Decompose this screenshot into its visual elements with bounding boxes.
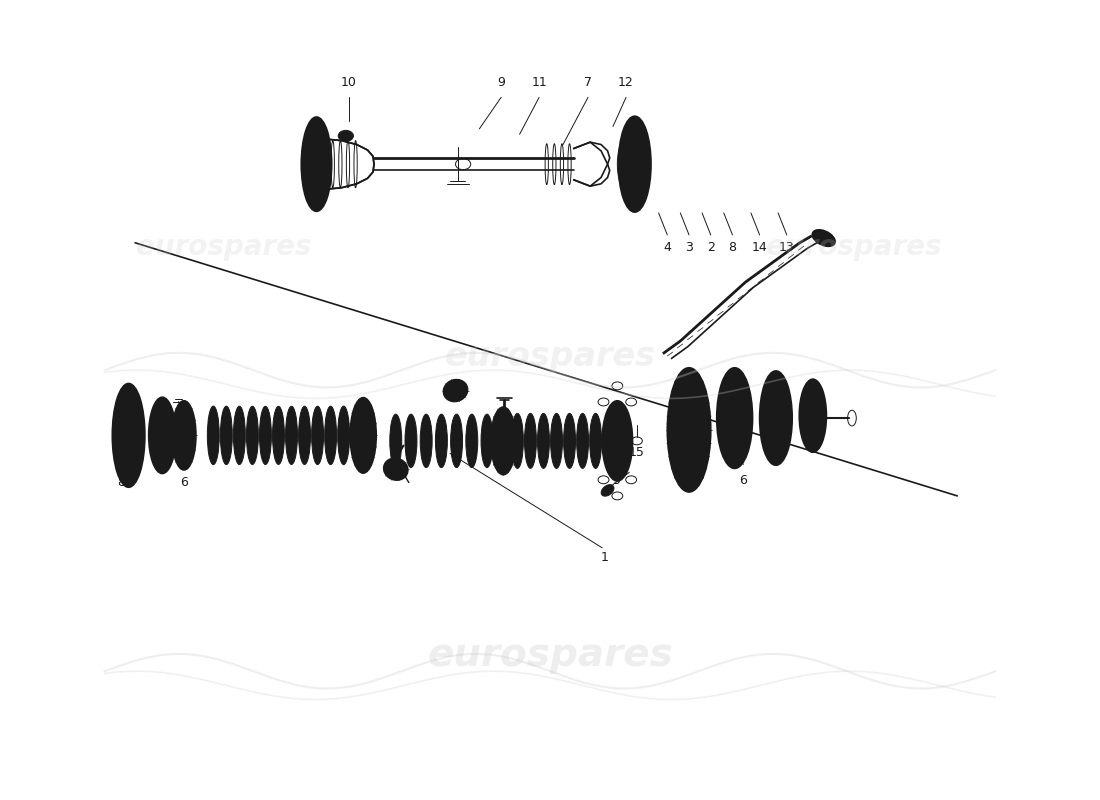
Text: 9: 9 xyxy=(497,77,505,90)
Ellipse shape xyxy=(451,414,463,468)
Ellipse shape xyxy=(436,414,448,468)
Text: 5: 5 xyxy=(614,474,622,487)
Text: 11: 11 xyxy=(531,77,547,90)
Text: 6: 6 xyxy=(180,476,188,490)
Ellipse shape xyxy=(538,414,550,468)
Ellipse shape xyxy=(491,407,516,474)
Ellipse shape xyxy=(590,414,602,468)
Ellipse shape xyxy=(233,406,245,465)
Text: 1: 1 xyxy=(601,551,608,564)
Ellipse shape xyxy=(324,406,337,465)
Text: 8: 8 xyxy=(117,476,125,490)
Ellipse shape xyxy=(172,401,196,470)
Ellipse shape xyxy=(550,414,562,468)
Ellipse shape xyxy=(207,406,219,465)
Text: 4: 4 xyxy=(663,242,671,254)
Ellipse shape xyxy=(298,406,310,465)
Circle shape xyxy=(338,130,353,142)
Ellipse shape xyxy=(286,406,297,465)
Ellipse shape xyxy=(112,383,145,487)
Text: 3: 3 xyxy=(685,242,693,254)
Text: eurospares: eurospares xyxy=(427,637,673,674)
Ellipse shape xyxy=(148,398,176,474)
Ellipse shape xyxy=(717,368,752,468)
Ellipse shape xyxy=(602,401,632,481)
Ellipse shape xyxy=(338,406,350,465)
Ellipse shape xyxy=(465,414,477,468)
Text: 14: 14 xyxy=(751,242,768,254)
Ellipse shape xyxy=(220,406,232,465)
Ellipse shape xyxy=(668,368,711,492)
Ellipse shape xyxy=(260,406,272,465)
Ellipse shape xyxy=(420,414,432,468)
Text: 7: 7 xyxy=(584,77,592,90)
Ellipse shape xyxy=(405,414,417,468)
Text: 12: 12 xyxy=(618,77,634,90)
Text: eurospares: eurospares xyxy=(444,340,656,374)
Ellipse shape xyxy=(525,414,537,468)
Ellipse shape xyxy=(563,414,575,468)
Text: 8: 8 xyxy=(728,242,737,254)
Ellipse shape xyxy=(812,230,835,246)
Ellipse shape xyxy=(443,380,468,402)
Ellipse shape xyxy=(301,117,332,211)
Text: 6: 6 xyxy=(739,474,747,487)
Ellipse shape xyxy=(481,414,493,468)
Text: eurospares: eurospares xyxy=(767,233,942,261)
Text: 13: 13 xyxy=(779,242,794,254)
Ellipse shape xyxy=(311,406,323,465)
Text: 15: 15 xyxy=(629,446,645,459)
Ellipse shape xyxy=(350,398,376,473)
Ellipse shape xyxy=(602,485,614,496)
Ellipse shape xyxy=(246,406,258,465)
Text: 2: 2 xyxy=(707,242,715,254)
Ellipse shape xyxy=(760,371,792,466)
Ellipse shape xyxy=(389,414,402,468)
Ellipse shape xyxy=(576,414,588,468)
Ellipse shape xyxy=(800,379,826,452)
Ellipse shape xyxy=(273,406,285,465)
Ellipse shape xyxy=(384,458,408,480)
Text: eurospares: eurospares xyxy=(136,233,312,261)
Ellipse shape xyxy=(618,116,651,212)
Text: 10: 10 xyxy=(341,77,358,90)
Ellipse shape xyxy=(512,414,524,468)
